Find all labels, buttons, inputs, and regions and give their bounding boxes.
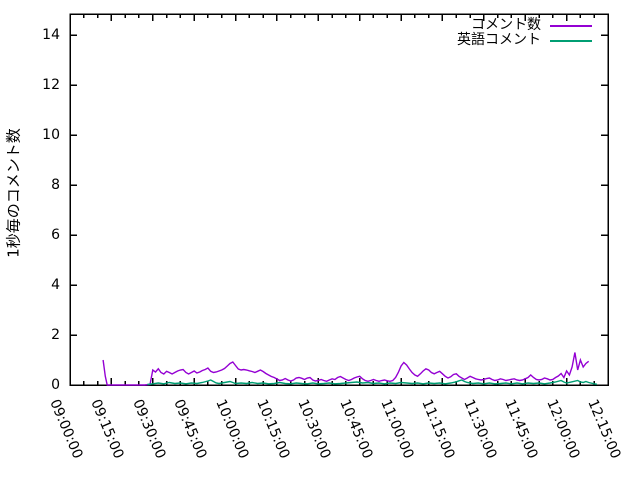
plot-border [69, 13, 609, 386]
axes-and-ticks [69, 13, 609, 386]
y-tick-label: 12 [42, 77, 60, 93]
y-tick-label: 0 [51, 377, 60, 393]
legend-item-english-comments: 英語コメント [457, 33, 592, 48]
y-tick-label: 6 [51, 227, 60, 243]
y-tick-label: 14 [42, 27, 60, 43]
series-line-0 [102, 352, 590, 386]
legend-item-comments: コメント数 [457, 18, 592, 33]
y-tick-label: 8 [51, 177, 60, 193]
legend-line-sample-comments [550, 24, 592, 27]
legend-label-comments: コメント数 [471, 17, 541, 33]
legend-label-english-comments: 英語コメント [457, 32, 541, 48]
legend-line-sample-english-comments [550, 39, 592, 42]
y-tick-label: 4 [51, 277, 60, 293]
y-tick-label: 10 [42, 127, 60, 143]
series-line-1 [147, 379, 598, 386]
y-tick-label: 2 [51, 327, 60, 343]
legend: コメント数 英語コメント [457, 18, 592, 48]
